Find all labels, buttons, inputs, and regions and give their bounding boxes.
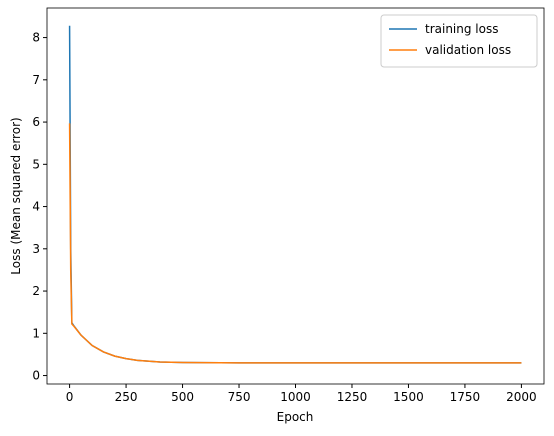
y-tick-label: 7 <box>32 73 40 87</box>
y-tick-label: 5 <box>32 157 40 171</box>
line-series <box>68 25 522 364</box>
y-tick-label: 1 <box>32 326 40 340</box>
y-tick-label: 4 <box>32 200 40 214</box>
legend-label: validation loss <box>425 43 511 57</box>
y-tick-label: 0 <box>32 369 40 383</box>
x-tick-label: 750 <box>228 390 251 404</box>
y-axis-label: Loss (Mean squared error) <box>9 117 23 274</box>
legend-box <box>380 14 538 68</box>
x-tick-label: 500 <box>171 390 194 404</box>
x-tick-label: 1000 <box>280 390 311 404</box>
x-tick-label: 1500 <box>393 390 424 404</box>
x-tick-label: 0 <box>66 390 74 404</box>
y-tick-label: 6 <box>32 115 40 129</box>
x-tick-label: 1750 <box>450 390 481 404</box>
legend: training loss validation loss <box>380 14 538 68</box>
y-tick-label: 3 <box>32 242 40 256</box>
y-tick-label: 2 <box>32 284 40 298</box>
x-tick-label: 1250 <box>337 390 368 404</box>
plot-frame <box>46 7 545 385</box>
legend-label: training loss <box>425 22 498 36</box>
x-tick-label: 250 <box>115 390 138 404</box>
x-tick-label: 2000 <box>506 390 537 404</box>
line-series <box>68 123 522 364</box>
x-axis-label: Epoch <box>277 410 314 424</box>
y-tick-label: 8 <box>32 31 40 45</box>
